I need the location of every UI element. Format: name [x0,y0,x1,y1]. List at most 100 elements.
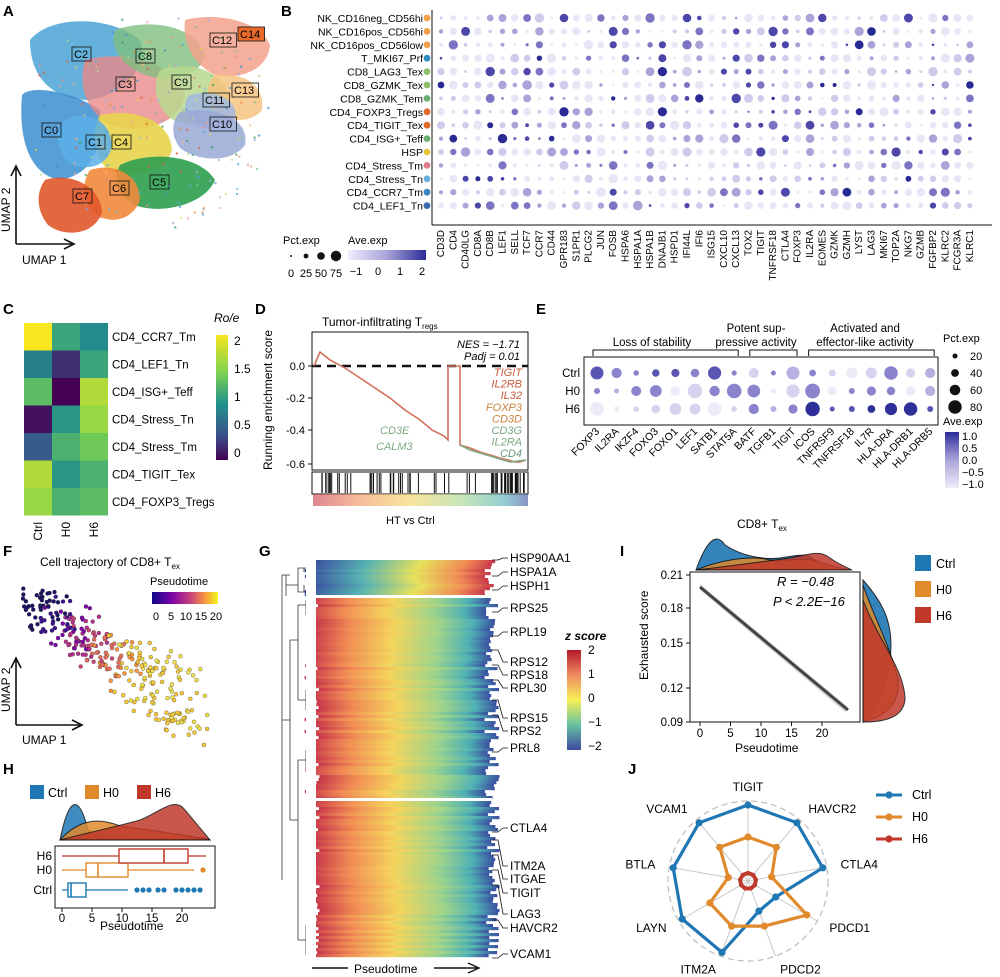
dotplot-b-dot [732,134,741,143]
heatmap-c-cell [80,488,108,516]
dotplot-b-dot [821,137,824,140]
umap-dot [202,131,205,134]
trajectory-cell-dot [83,604,89,609]
dotplot-b-dot [805,13,815,23]
dotplot-b-dot [731,93,741,104]
dotplot-b-gene-label: DNAJB1 [657,230,668,269]
trajectory-cell-dot [91,631,96,636]
umap-dot [113,89,116,92]
dotplot-b-dot [845,176,849,181]
dotplot-b-dot [844,15,850,21]
trajectory-cell-dot [150,700,155,705]
dotplot-b-dot [547,147,557,157]
trajectory-cell-dot [109,645,115,651]
dotplot-b-dot [893,203,899,209]
gsea-ytick-label: -0.4 [286,425,305,437]
umap-dot [105,171,108,174]
dotplot-b-dot [535,27,544,36]
dotplot-b-dot [574,96,579,101]
dotplot-b-dot [905,121,912,129]
heatmap-g-row [318,706,499,710]
umap-dot [42,103,46,106]
dotplot-b-dot [758,122,764,128]
radar-point [768,873,776,881]
dotplot-b-dot [475,190,480,195]
umap-dot [146,67,149,71]
dotplot-e-dot [884,402,898,416]
heatmap-g-row [313,584,494,588]
umap-dot [122,213,125,216]
trajectory-cell-dot [202,693,208,699]
dotplot-b-dot [611,123,615,127]
dotplot-b-gene-label: HSPA1B [645,230,656,269]
dotplot-e-dot [649,385,662,397]
dotplot-b-dot [722,204,726,207]
trajectory-cell-dot [148,654,153,660]
umap-dot [222,143,226,147]
dotplot-b-gene-label: CCR7 [534,230,545,258]
dotplot-b-row-swatch [423,81,431,89]
heatmap-c-row-label: CD4_Stress_Tm [112,442,197,454]
heatmap-g-gene-leader [492,607,508,613]
trajectory-cell-dot [81,629,86,634]
boxplot-h-density [58,804,212,841]
panel-label-e: E [536,301,546,318]
dotplot-b-dot [549,190,554,195]
dotplot-b-dot [931,83,935,87]
regression-xtick-label: 0 [697,728,703,740]
dotplot-b-dot [560,148,568,156]
dotplot-b-dot [439,190,443,195]
dotplot-b-dot [967,203,973,209]
heatmap-g-row [313,634,494,638]
dotplot-b-dot [880,54,888,62]
dotplot-b-dot [903,13,913,23]
dotplot-b-dot [745,122,752,129]
dotplot-b-dot [645,13,655,23]
heatmap-g-row [319,688,500,692]
umap-dot [192,109,195,112]
dotplot-b-dot [856,55,862,61]
boxplot-h-legend: Ctrl H0 H6 [30,785,171,800]
dotplot-b-dot [756,147,766,157]
panel-label-a: A [3,3,14,20]
dotplot-b-dot [881,96,886,101]
dotplot-b-dot [450,15,457,21]
dotplot-b-dot [559,80,569,90]
radar-point [819,864,827,872]
dotplot-b-dot [622,202,629,209]
dotplot-b-dot [869,16,874,20]
umap-dot [106,164,110,167]
dotplot-e-dot [770,370,776,376]
dotplot-b-dot [893,176,899,181]
trajectory-cell-dot [204,726,210,732]
trajectory-cell-dot [83,618,88,624]
dotplot-b-dot [587,30,590,33]
dotplot-b-dot [525,29,529,33]
dotplot-b-dot [488,163,493,168]
dotplot-e-dot [827,386,837,396]
heatmap-g-row [315,560,496,564]
dotplot-b-dot [906,29,910,33]
dotplot-b-dot [968,29,972,33]
umap-dot [191,116,194,120]
trajectory-cell-dot [99,658,104,664]
heatmap-g-row [312,870,493,874]
dotplot-b-dot [464,137,467,140]
dotplot-b-dot [930,162,936,169]
dotplot-b-dot [708,148,715,156]
umap-dot [191,153,194,157]
dotplot-b-dot [808,190,812,194]
dotplot-b-gene-label: TOX2 [744,230,755,256]
dotplot-b-dot [596,147,606,157]
dotplot-b-dot [609,188,617,196]
dotplot-b-dot [550,43,554,47]
dotplot-b-dot [474,148,482,156]
panel-j-radar: TIGITHAVCR2CTLA4PDCD1PDCD2ITM2ALAYNBTLAV… [625,780,931,976]
regression-xtick-label: 5 [727,728,733,740]
dotplot-b-dot [475,109,481,115]
dotplot-b-dot [671,202,678,209]
gsea-gene-label: TIGIT [494,367,523,379]
trajectory-cell-dot [40,588,45,593]
dotplot-e-dot [770,406,777,412]
regression-right-density [862,578,906,724]
